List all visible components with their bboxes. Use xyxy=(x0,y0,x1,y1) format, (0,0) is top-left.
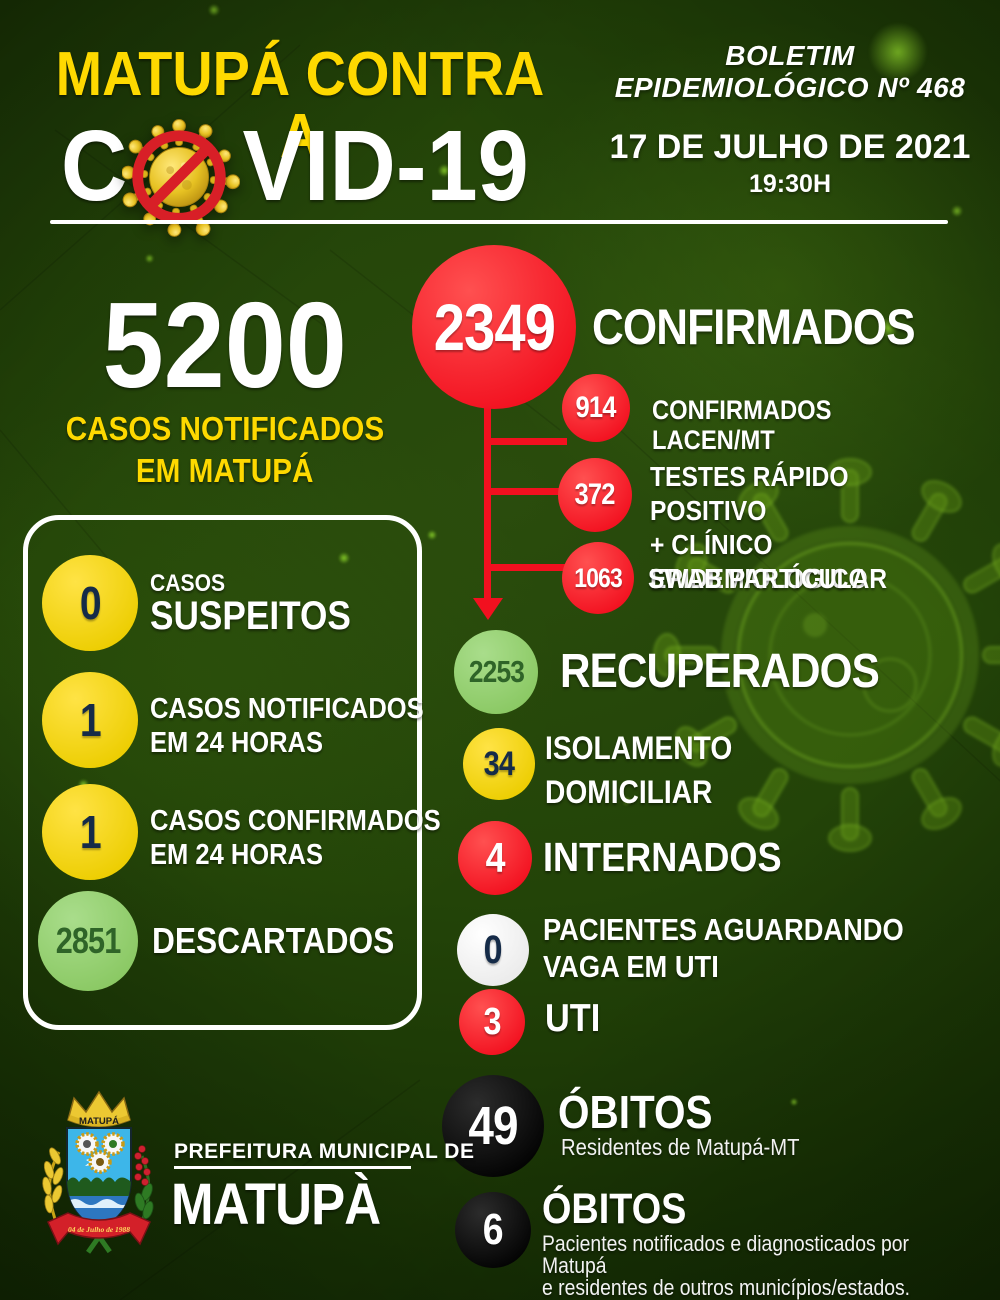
bokeh-dot xyxy=(622,797,631,806)
deaths-residents-value: 49 xyxy=(468,1096,518,1156)
recovered-circle: 2253 xyxy=(454,630,538,714)
connector-branch-1063 xyxy=(487,564,565,571)
deaths-residents-sub: Residentes de Matupá-MT xyxy=(561,1134,800,1160)
rapid-test-circle: 372 xyxy=(558,458,632,532)
rapid-test-label: TESTES RÁPIDO POSITIVO + CLÍNICO EPIDEMI… xyxy=(650,461,868,594)
page-title-line1-text: MATUPÁ CONTRA A xyxy=(55,40,545,171)
connector-vertical-line xyxy=(484,402,491,602)
notified-24h-label: CASOS NOTIFICADOS EM 24 HORAS xyxy=(150,693,424,759)
recovered-label: RECUPERADOS xyxy=(560,645,880,698)
confirmed-24h-value: 1 xyxy=(79,806,102,858)
notified-24h-value: 1 xyxy=(79,694,102,746)
waiting-icu-label: PACIENTES AGUARDANDO VAGA EM UTI xyxy=(543,912,904,984)
deaths-residents-label: ÓBITOS xyxy=(558,1086,713,1138)
deaths-nonresidents-label: ÓBITOS xyxy=(542,1185,687,1233)
discarded-value: 2851 xyxy=(55,920,122,961)
discarded-circle: 2851 xyxy=(38,891,138,991)
covid-letter-c: C xyxy=(61,110,128,222)
suspected-value: 0 xyxy=(79,577,102,629)
swab-value: 1063 xyxy=(574,562,623,593)
swab-circle: 1063 xyxy=(562,542,634,614)
confirmed-24h-circle: 1 xyxy=(42,784,138,880)
svg-text:MATUPÁ: MATUPÁ xyxy=(79,1116,119,1127)
discarded-label: DESCARTADOS xyxy=(152,920,395,961)
suspected-label-small: CASOS xyxy=(150,570,226,597)
crest-crown: MATUPÁ xyxy=(67,1090,131,1128)
confirmed-lacen-circle: 914 xyxy=(562,374,630,442)
bulletin-title-line1: BOLETIM xyxy=(725,40,855,71)
bokeh-dot xyxy=(208,4,220,16)
coronavirus-watermark-icon xyxy=(653,458,1000,852)
bokeh-dot xyxy=(338,552,350,564)
covid-word-rest: VID-19 xyxy=(242,110,530,222)
crest-shield xyxy=(66,1127,132,1230)
confirmed-lacen-value: 914 xyxy=(575,391,617,424)
connector-branch-372 xyxy=(487,488,563,495)
prefecture-city-name: MATUPÀ xyxy=(171,1172,381,1237)
confirmed-total-circle: 2349 xyxy=(412,245,576,409)
bokeh-dot xyxy=(145,254,154,263)
confirmed-lacen-label: CONFIRMADOS LACEN/MT xyxy=(652,395,832,455)
local-cases-box xyxy=(23,515,422,1030)
bulletin-header: BOLETIM EPIDEMIOLÓGICO Nº 468 17 DE JULH… xyxy=(590,40,990,199)
matupa-coat-of-arms: MATUPÁ 04 de Julho de 1988 xyxy=(42,1090,154,1254)
deaths-nonresidents-sub: Pacientes notificados e diagnosticados p… xyxy=(542,1231,911,1300)
deaths-nonresidents-value: 6 xyxy=(483,1205,504,1254)
isolation-circle: 34 xyxy=(463,728,535,800)
prefecture-label: PREFEITURA MUNICIPAL DE xyxy=(174,1140,475,1163)
notified-label-line1: CASOS NOTIFICADOS xyxy=(65,410,385,447)
bokeh-dot xyxy=(438,164,451,177)
icu-label: UTI xyxy=(545,997,601,1040)
connector-arrow-down-icon xyxy=(473,598,503,620)
bokeh-dot xyxy=(878,318,898,338)
swab-label: SWAB PARTICULAR xyxy=(648,563,888,594)
no-covid-virus-icon xyxy=(122,119,241,237)
deaths-residents-circle: 49 xyxy=(442,1075,544,1177)
isolation-value: 34 xyxy=(483,744,515,783)
suspected-label-big: SUSPEITOS xyxy=(150,594,351,638)
confirmed-24h-label: CASOS CONFIRMADOS EM 24 HORAS xyxy=(150,805,441,871)
rapid-test-value: 372 xyxy=(574,478,616,511)
suspected-circle: 0 xyxy=(42,555,138,651)
bokeh-dot xyxy=(951,205,963,217)
svg-text:04 de Julho de 1988: 04 de Julho de 1988 xyxy=(68,1225,130,1234)
bokeh-dot xyxy=(790,1098,798,1106)
confirmed-total-value: 2349 xyxy=(433,290,555,364)
header-divider xyxy=(50,220,948,224)
bulletin-title-line2: EPIDEMIOLÓGICO Nº 468 xyxy=(614,72,966,104)
bokeh-dot xyxy=(427,530,437,540)
waiting-icu-value: 0 xyxy=(483,927,503,972)
crest-ribbon: 04 de Julho de 1988 xyxy=(47,1212,151,1246)
page-title-line1: MATUPÁ CONTRA A xyxy=(0,44,600,168)
bulletin-time: 19:30H xyxy=(749,170,831,199)
hospitalized-circle: 4 xyxy=(458,821,532,895)
waiting-icu-circle: 0 xyxy=(457,914,529,986)
notified-total-value: 5200 xyxy=(102,277,348,413)
hospitalized-value: 4 xyxy=(485,834,505,881)
notified-label-line2: EM MATUPÁ xyxy=(136,452,314,489)
bokeh-dot xyxy=(868,22,928,82)
icu-circle: 3 xyxy=(459,989,525,1055)
confirmed-label: CONFIRMADOS xyxy=(592,299,916,355)
recovered-value: 2253 xyxy=(468,654,524,689)
connector-branch-914 xyxy=(487,438,567,445)
icu-value: 3 xyxy=(483,1000,501,1043)
deaths-nonresidents-circle: 6 xyxy=(455,1192,531,1268)
crest-wheat-left xyxy=(42,1147,64,1223)
notified-24h-circle: 1 xyxy=(42,672,138,768)
crest-flowers-right xyxy=(134,1145,154,1223)
prefecture-underline xyxy=(174,1166,411,1169)
isolation-label: ISOLAMENTO DOMICILIAR xyxy=(545,730,733,810)
hospitalized-label: INTERNADOS xyxy=(543,834,782,880)
page-title-line2: C xyxy=(0,88,600,244)
bulletin-date: 17 DE JULHO DE 2021 xyxy=(609,128,971,167)
